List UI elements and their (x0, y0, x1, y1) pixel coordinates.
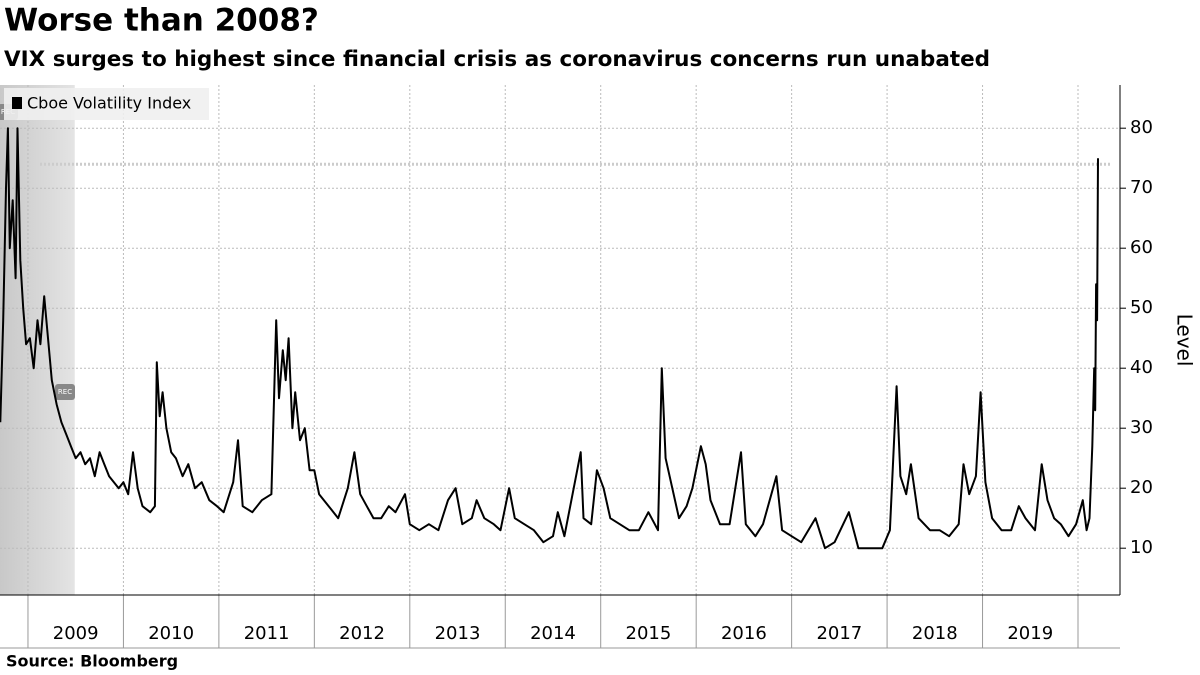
y-axis-label: Level (1173, 314, 1197, 367)
rec-marker (55, 384, 75, 400)
recession-shade (0, 85, 75, 595)
y-tick-label: 50 (1130, 297, 1153, 318)
y-tick-label: 60 (1130, 237, 1153, 258)
y-tick-label: 30 (1130, 417, 1153, 438)
chart-subtitle: VIX surges to highest since financial cr… (4, 47, 990, 72)
source: Source: Bloomberg (6, 652, 178, 671)
x-tick-label: 2015 (626, 623, 672, 644)
legend-swatch (12, 97, 22, 109)
x-tick-label: 2009 (53, 623, 99, 644)
legend: Cboe Volatility Index (4, 88, 209, 120)
y-tick-label: 70 (1130, 177, 1153, 198)
y-tick-label: 40 (1130, 357, 1153, 378)
x-tick-label: 2016 (721, 623, 767, 644)
x-tick-label: 2013 (435, 623, 481, 644)
x-tick-label: 2019 (1007, 623, 1053, 644)
x-tick-label: 2014 (530, 623, 576, 644)
legend-label: Cboe Volatility Index (27, 94, 191, 113)
series-line (0, 127, 1099, 550)
legend-box (4, 88, 209, 120)
y-tick-label: 80 (1130, 117, 1153, 138)
x-tick-label: 2017 (816, 623, 862, 644)
x-tick-label: 2012 (339, 623, 385, 644)
x-tick-label: 2018 (912, 623, 958, 644)
x-tick-label: 2011 (244, 623, 290, 644)
chart-title: Worse than 2008? (4, 3, 319, 39)
y-tick-label: 20 (1130, 477, 1153, 498)
x-tick-label: 2010 (148, 623, 194, 644)
rec-label: REC (58, 388, 72, 396)
y-tick-label: 10 (1130, 537, 1153, 558)
